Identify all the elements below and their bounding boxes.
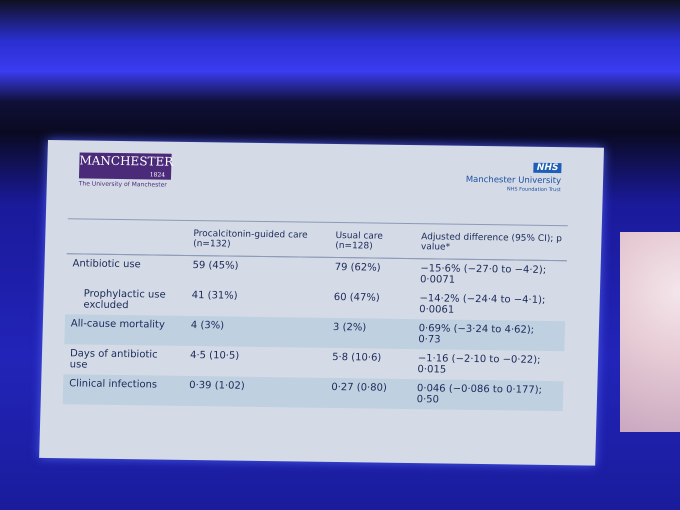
table-row: Clinical infections 0·39 (1·02) 0·27 (0·80…	[62, 374, 564, 412]
logo-subtitle: The University of Manchester	[78, 180, 167, 189]
row-label: Days of antibiotic use	[69, 348, 158, 371]
results-table: Procalcitonin-guided care (n=132) Usual c…	[62, 218, 568, 412]
value-cell: 0·27 (0·80)	[324, 377, 412, 410]
value-cell: 41 (31%)	[191, 290, 238, 302]
logo-name: MANCHESTER	[79, 153, 174, 169]
row-label: Clinical infections	[62, 374, 184, 406]
nhs-badge: NHS	[533, 162, 562, 174]
value-cell: 0·69% (−3·24 to 4·62); 0·73	[412, 319, 566, 352]
slide: MANCHESTER 1824 The University of Manches…	[39, 140, 605, 466]
value-cell: 3 (2%)	[326, 317, 413, 350]
row-label: Prophylactic use excluded	[83, 288, 166, 312]
value-cell: 5·8 (10·6)	[331, 351, 382, 364]
value-cell: 4 (3%)	[184, 315, 328, 348]
university-logo: MANCHESTER 1824	[78, 152, 174, 180]
row-label: Antibiotic use	[72, 258, 141, 271]
value-cell: 0·046 (−0·086 to 0·177); 0·50	[410, 379, 564, 412]
value-cell: −15·6% (−27·0 to −4·2); 0·0071	[419, 263, 547, 286]
trust-name: Manchester University	[465, 174, 562, 187]
corner-cell	[66, 218, 188, 256]
row-label: All-cause mortality	[64, 314, 186, 346]
trust-subtitle: NHS Foundation Trust	[506, 186, 561, 194]
column-header: Procalcitonin-guided care (n=132)	[186, 220, 330, 258]
column-header: Usual care (n=128)	[328, 222, 416, 259]
column-header: Adjusted difference (95% CI); p value*	[414, 223, 568, 261]
value-cell: 0·39 (1·02)	[182, 375, 326, 408]
value-cell: 59 (45%)	[192, 260, 239, 272]
value-cell: 4·5 (10·5)	[189, 349, 240, 362]
wall-panel	[620, 232, 680, 432]
value-cell: 60 (47%)	[333, 291, 380, 304]
value-cell: 79 (62%)	[334, 262, 381, 274]
value-cell: −14·2% (−24·4 to −4·1); 0·0061	[419, 293, 546, 316]
value-cell: −1·16 (−2·10 to −0·22); 0·015	[417, 353, 541, 376]
logo-year: 1824	[149, 171, 166, 179]
